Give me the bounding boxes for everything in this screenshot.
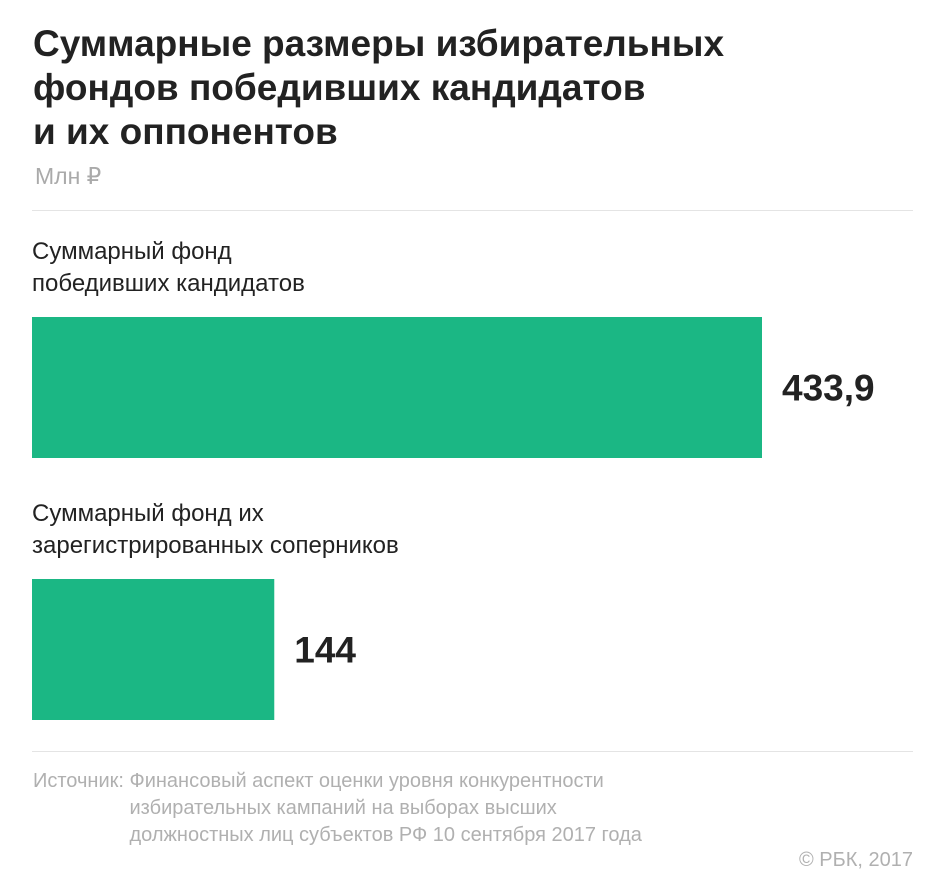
source-label: Источник: bbox=[33, 770, 124, 792]
top-divider bbox=[32, 210, 913, 211]
category-label-line: Суммарный фонд bbox=[32, 238, 232, 265]
chart-title-line: и их оппонентов bbox=[33, 111, 338, 152]
category-label-line: победивших кандидатов bbox=[32, 270, 305, 297]
copyright: © РБК, 2017 bbox=[798, 849, 913, 871]
category-label-line: Суммарный фонд их bbox=[32, 500, 264, 527]
chart-title-line: Суммарные размеры избирательных bbox=[33, 23, 725, 64]
chart-title-line: фондов победивших кандидатов bbox=[33, 67, 646, 108]
bottom-divider bbox=[32, 751, 913, 752]
source-line: избирательных кампаний на выборах высших bbox=[129, 797, 557, 819]
bar-0 bbox=[32, 317, 762, 458]
value-label-1: 144 bbox=[294, 630, 356, 671]
category-label-opponents: Суммарный фонд их зарегистрированных соп… bbox=[32, 498, 732, 562]
source-line: должностных лиц субъектов РФ 10 сентября… bbox=[129, 824, 642, 846]
unit-label: Млн ₽ bbox=[35, 163, 102, 189]
source-text: Финансовый аспект оценки уровня конкурен… bbox=[130, 768, 642, 849]
source-note: Источник: Финансовый аспект оценки уровн… bbox=[33, 768, 642, 849]
bar-1 bbox=[32, 579, 275, 720]
category-label-winners: Суммарный фонд победивших кандидатов bbox=[32, 236, 732, 300]
chart-title: Суммарные размеры избирательных фондов п… bbox=[33, 22, 893, 154]
value-label-0: 433,9 bbox=[782, 368, 875, 409]
category-label-line: зарегистрированных соперников bbox=[32, 532, 399, 559]
source-line: Финансовый аспект оценки уровня конкурен… bbox=[129, 770, 604, 792]
